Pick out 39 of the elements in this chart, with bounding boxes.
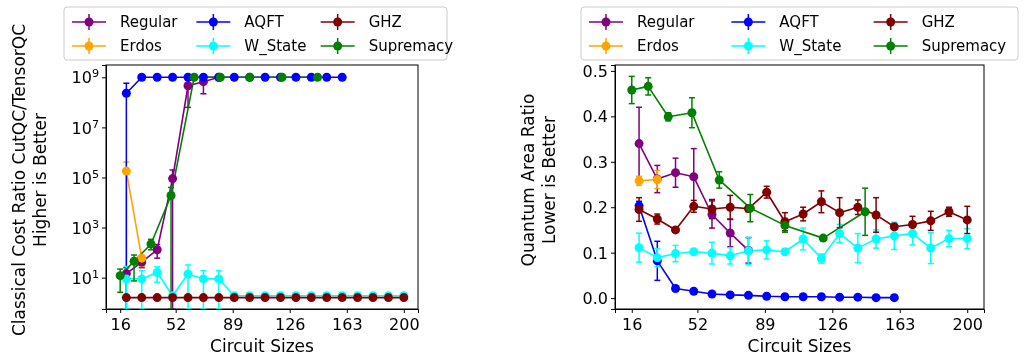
legend-label: W_State [779,37,842,57]
legend-label: GHZ [921,13,955,32]
y-axis-title: Quantum Area Ratio Lower is Better [518,93,559,267]
legend-label: W_State [244,37,307,57]
legend-label: Erdos [120,37,163,56]
legend-label: Regular [637,13,696,32]
x-tick-label: 52 [166,315,187,335]
y-tick-label: 10$^{5}$ [71,167,99,188]
legend-label: Supremacy [368,37,454,56]
y-tick-label: 0.2 [582,198,608,218]
y-tick-label: 0.1 [582,243,608,263]
y-tick-label: 10$^{9}$ [71,66,99,88]
x-tick-label: 16 [110,315,131,335]
legend-label: AQFT [244,13,285,32]
x-tick-label: 89 [223,315,244,335]
x-tick-label: 200 [389,315,420,335]
y-tick-label: 0.4 [582,107,608,127]
y-axis-title: Classical Cost Ratio CutQC/TensorQC Higher is Better [9,23,50,337]
y-tick-label: 0.0 [582,289,608,309]
legend-label: GHZ [368,13,402,32]
x-tick-label: 89 [755,315,776,335]
legend-label: AQFT [779,13,820,32]
y-tick-label: 10$^{3}$ [71,217,99,238]
y-tick-label: 10$^{1}$ [71,267,99,288]
y-tick-label: 10$^{7}$ [71,116,99,138]
x-tick-label: 200 [952,315,983,335]
x-tick-label: 126 [817,315,849,335]
y-tick-label: 0.5 [582,62,608,82]
x-axis-title: Circuit Sizes [747,336,852,356]
legend-label: Supremacy [921,37,1007,56]
x-axis-title: Circuit Sizes [210,336,315,356]
legend-label: Erdos [637,37,680,56]
x-tick-label: 52 [687,315,709,335]
x-tick-label: 163 [332,315,363,335]
y-tick-label: 0.3 [582,152,608,172]
x-tick-label: 126 [274,315,306,335]
x-tick-label: 163 [885,315,916,335]
x-tick-label: 16 [622,315,643,335]
legend-label: Regular [120,13,179,32]
